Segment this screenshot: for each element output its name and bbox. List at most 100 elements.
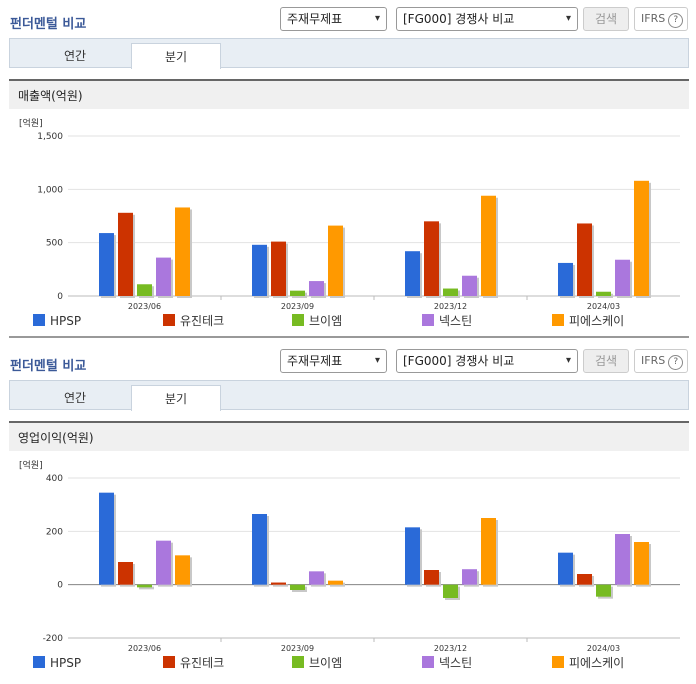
search-button[interactable]: 검색 — [583, 349, 629, 373]
y-tick-label: 400 — [46, 474, 63, 484]
search-button[interactable]: 검색 — [583, 7, 629, 31]
y-tick-label: 0 — [57, 292, 63, 302]
chevron-down-icon: ▾ — [374, 355, 380, 366]
legend-label: 유진테크 — [180, 314, 225, 328]
bar-브이엠 — [290, 290, 305, 296]
sales-bar-chart: [억원] 0 500 1,000 1,500 2023/06 2023/09 2023/12 2… — [19, 117, 680, 310]
legend-label: 브이엠 — [309, 656, 343, 670]
legend-label: 브이엠 — [309, 314, 343, 328]
bar-shadow — [139, 586, 154, 590]
bar-유진테크 — [118, 562, 133, 585]
bar-넥스틴 — [615, 534, 630, 585]
bar-유진테크 — [424, 221, 439, 296]
bar-유진테크 — [577, 223, 592, 296]
divider — [9, 336, 689, 338]
panel-title: 펀더멘털 비교 — [10, 359, 87, 374]
ifrs-button[interactable]: IFRS? — [634, 349, 688, 373]
section-header: 영업이익(억원) — [9, 421, 689, 451]
tab-quarterly[interactable]: 분기 — [131, 385, 221, 411]
panel-title: 펀더멘털 비교 — [10, 17, 87, 32]
statement-select[interactable]: 주재무제표 ▾ — [280, 349, 387, 373]
legend-item[interactable]: 유진테크 — [163, 655, 224, 671]
legend-swatch — [163, 656, 175, 668]
peer-group-select[interactable]: [FG000] 경쟁사 비교 ▾ — [396, 7, 578, 31]
fundamental-panel-op-income: 펀더멘털 비교 주재무제표 ▾ [FG000] 경쟁사 비교 ▾ 검색 IFRS… — [0, 342, 696, 684]
bar-HPSP — [252, 514, 267, 585]
y-tick-label: -200 — [43, 634, 64, 644]
x-tick-label: 2023/12 — [434, 302, 467, 310]
legend-item[interactable]: 브이엠 — [292, 655, 342, 671]
bar-HPSP — [99, 492, 114, 585]
bar-피에스케이 — [481, 195, 496, 296]
period-tabs: 연간 분기 — [9, 380, 689, 411]
bar-피에스케이 — [634, 542, 649, 585]
peer-group-select-value: [FG000] 경쟁사 비교 — [403, 354, 515, 368]
bar-브이엠 — [290, 584, 305, 590]
legend-label: 넥스틴 — [439, 656, 473, 670]
help-icon: ? — [668, 355, 684, 370]
bar-shadow — [273, 584, 288, 587]
y-axis-unit: [억원] — [19, 459, 43, 471]
y-tick-label: 1,000 — [37, 185, 63, 195]
legend-item[interactable]: 넥스틴 — [422, 655, 472, 671]
bar-유진테크 — [271, 241, 286, 296]
bar-넥스틴 — [156, 257, 171, 296]
x-tick-label: 2023/09 — [281, 302, 314, 310]
chevron-down-icon: ▾ — [374, 13, 380, 24]
chevron-down-icon: ▾ — [565, 355, 571, 366]
bar-피에스케이 — [175, 555, 190, 585]
bar-넥스틴 — [462, 275, 477, 296]
chevron-down-icon: ▾ — [565, 13, 571, 24]
bar-브이엠 — [137, 284, 152, 296]
y-axis-unit: [억원] — [19, 117, 43, 129]
legend-label: 유진테크 — [180, 656, 225, 670]
tab-quarterly[interactable]: 분기 — [131, 43, 221, 69]
statement-select[interactable]: 주재무제표 ▾ — [280, 7, 387, 31]
legend-item[interactable]: HPSP — [33, 655, 81, 671]
legend-item[interactable]: 유진테크 — [163, 313, 224, 329]
y-tick-label: 500 — [46, 239, 63, 249]
legend-swatch — [33, 656, 45, 668]
x-tick-label: 2023/06 — [128, 644, 161, 652]
bar-브이엠 — [137, 584, 152, 588]
statement-select-value: 주재무제표 — [287, 12, 343, 26]
legend-label: 피에스케이 — [569, 314, 625, 328]
legend-swatch — [552, 656, 564, 668]
x-tick-label: 2023/12 — [434, 644, 467, 652]
bar-유진테크 — [118, 212, 133, 296]
bar-유진테크 — [271, 582, 286, 585]
legend-item[interactable]: 피에스케이 — [552, 313, 624, 329]
ifrs-button[interactable]: IFRS? — [634, 7, 688, 31]
bar-넥스틴 — [615, 259, 630, 296]
legend-swatch — [292, 656, 304, 668]
peer-group-select[interactable]: [FG000] 경쟁사 비교 ▾ — [396, 349, 578, 373]
tab-annual[interactable]: 연간 — [63, 391, 87, 405]
y-tick-label: 200 — [46, 527, 63, 537]
bar-피에스케이 — [175, 207, 190, 296]
ifrs-label: IFRS — [641, 354, 666, 367]
legend-label: HPSP — [50, 314, 82, 328]
section-title: 영업이익(억원) — [18, 431, 94, 445]
bar-브이엠 — [596, 584, 611, 597]
bar-넥스틴 — [156, 540, 171, 585]
x-tick-label: 2023/06 — [128, 302, 161, 310]
section-title: 매출액(억원) — [18, 89, 83, 103]
legend-item[interactable]: 피에스케이 — [552, 655, 624, 671]
legend-swatch — [33, 314, 45, 326]
legend-swatch — [163, 314, 175, 326]
legend-item[interactable]: HPSP — [33, 313, 81, 329]
section-header: 매출액(억원) — [9, 79, 689, 109]
bar-HPSP — [405, 527, 420, 585]
bar-브이엠 — [443, 288, 458, 296]
legend-item[interactable]: 넥스틴 — [422, 313, 472, 329]
tab-annual[interactable]: 연간 — [63, 49, 87, 63]
y-tick-label: 0 — [57, 581, 63, 591]
period-tabs: 연간 분기 — [9, 38, 689, 69]
legend-item[interactable]: 브이엠 — [292, 313, 342, 329]
legend-label: 피에스케이 — [569, 656, 625, 670]
operating-income-bar-chart: [억원] -200 0 200 400 2023/06 2023/09 2023/12 2024… — [19, 459, 680, 652]
x-tick-label: 2024/03 — [587, 644, 620, 652]
fundamental-panel-sales: 펀더멘털 비교 주재무제표 ▾ [FG000] 경쟁사 비교 ▾ 검색 IFRS… — [0, 0, 696, 340]
bar-피에스케이 — [481, 518, 496, 585]
x-tick-label: 2024/03 — [587, 302, 620, 310]
